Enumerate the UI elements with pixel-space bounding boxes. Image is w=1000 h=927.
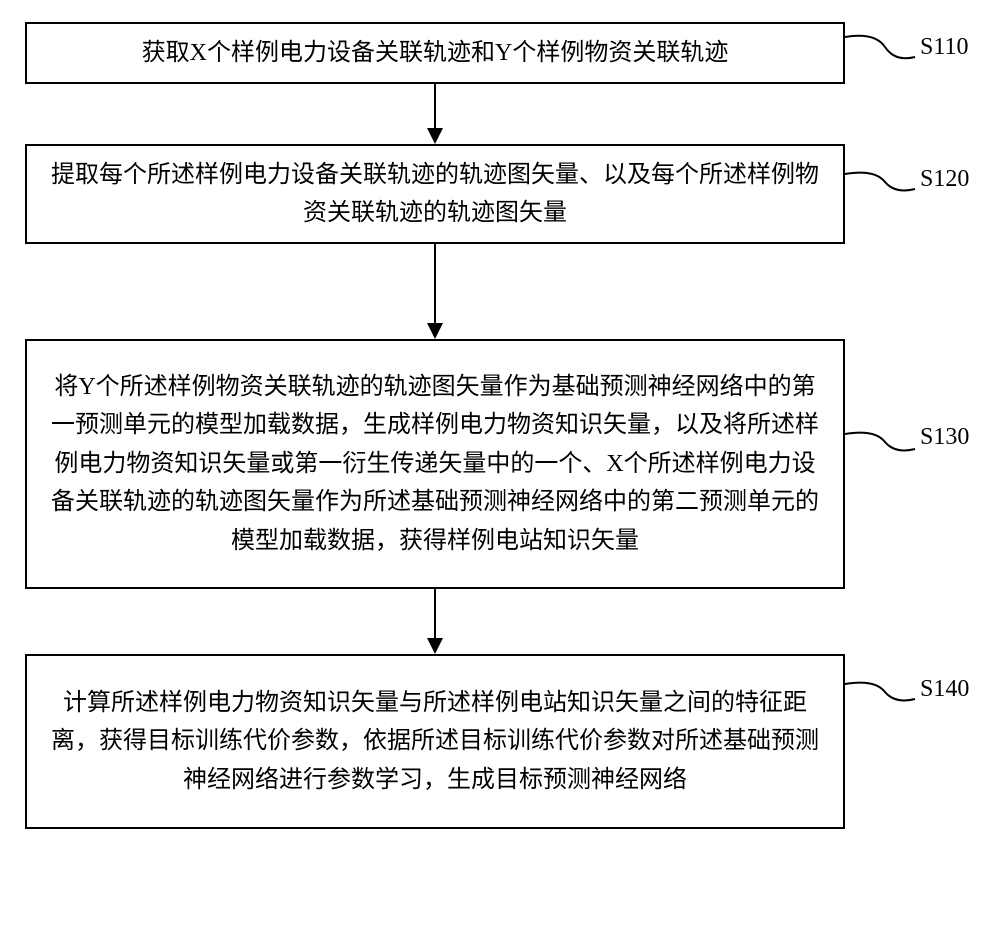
step-label-text-s120: S120 (920, 166, 969, 192)
label-connector-s140 (845, 654, 920, 829)
arrow-icon (420, 244, 450, 339)
step-label-text-s140: S140 (920, 676, 969, 702)
step-text-s110: 获取X个样例电力设备关联轨迹和Y个样例物资关联轨迹 (142, 34, 729, 72)
step-row-s110: 获取X个样例电力设备关联轨迹和Y个样例物资关联轨迹 S110 (25, 22, 975, 84)
step-text-s140: 计算所述样例电力物资知识矢量与所述样例电站知识矢量之间的特征距离，获得目标训练代… (47, 684, 823, 799)
step-label-text-s110: S110 (920, 34, 968, 60)
step-text-s130: 将Y个所述样例物资关联轨迹的轨迹图矢量作为基础预测神经网络中的第一预测单元的模型… (47, 368, 823, 560)
step-text-s120: 提取每个所述样例电力设备关联轨迹的轨迹图矢量、以及每个所述样例物资关联轨迹的轨迹… (47, 156, 823, 233)
arrow-icon (420, 84, 450, 144)
step-label-s130: S130 (920, 424, 969, 451)
arrow-s130-s140 (25, 589, 845, 654)
step-label-s120: S120 (920, 166, 969, 193)
step-label-s110: S110 (920, 34, 968, 61)
arrow-s110-s120 (25, 84, 845, 144)
arrow-icon (420, 589, 450, 654)
step-row-s120: 提取每个所述样例电力设备关联轨迹的轨迹图矢量、以及每个所述样例物资关联轨迹的轨迹… (25, 144, 975, 244)
step-label-s140: S140 (920, 676, 969, 703)
arrow-s120-s130 (25, 244, 845, 339)
step-row-s140: 计算所述样例电力物资知识矢量与所述样例电站知识矢量之间的特征距离，获得目标训练代… (25, 654, 975, 829)
label-connector-s120 (845, 144, 920, 244)
label-connector-s110 (845, 22, 920, 84)
step-label-text-s130: S130 (920, 424, 969, 450)
step-box-s120: 提取每个所述样例电力设备关联轨迹的轨迹图矢量、以及每个所述样例物资关联轨迹的轨迹… (25, 144, 845, 244)
step-box-s110: 获取X个样例电力设备关联轨迹和Y个样例物资关联轨迹 (25, 22, 845, 84)
step-box-s140: 计算所述样例电力物资知识矢量与所述样例电站知识矢量之间的特征距离，获得目标训练代… (25, 654, 845, 829)
label-connector-s130 (845, 339, 920, 589)
step-box-s130: 将Y个所述样例物资关联轨迹的轨迹图矢量作为基础预测神经网络中的第一预测单元的模型… (25, 339, 845, 589)
step-row-s130: 将Y个所述样例物资关联轨迹的轨迹图矢量作为基础预测神经网络中的第一预测单元的模型… (25, 339, 975, 589)
flowchart-container: 获取X个样例电力设备关联轨迹和Y个样例物资关联轨迹 S110 提取每个所述样例电… (25, 22, 975, 829)
